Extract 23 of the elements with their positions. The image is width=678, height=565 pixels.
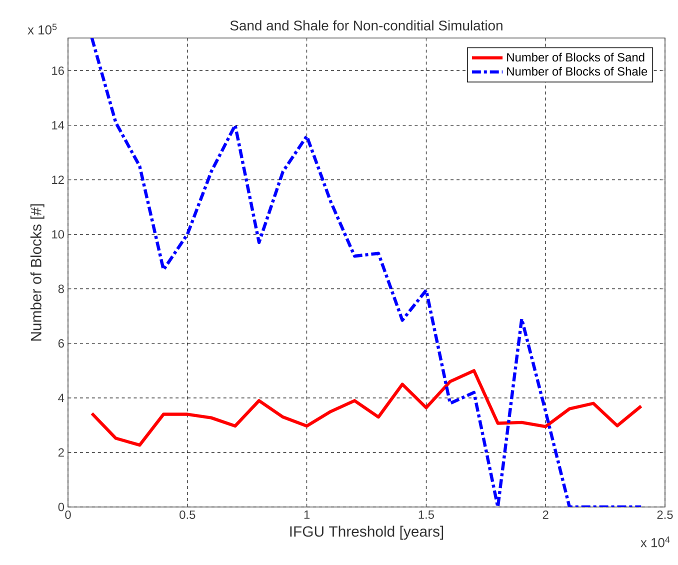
y-tick-label: 10 xyxy=(52,230,64,239)
y-tick-label: 4 xyxy=(58,394,64,402)
x-tick-label: 1 xyxy=(304,510,310,519)
y-tick-label: 6 xyxy=(58,339,64,348)
text: x 10$^{4}$ xyxy=(640,536,670,548)
legend-label: Number of Blocks of Sand xyxy=(507,52,644,62)
x-tick-label: 0.5 xyxy=(180,510,196,519)
line-series xyxy=(90,369,643,447)
y-tick-label: 8 xyxy=(58,284,64,294)
x-axis-title: IFGU Threshold [years] xyxy=(290,526,444,540)
y-tick-label: 2 xyxy=(58,448,64,457)
x-tick-label: 1.5 xyxy=(418,510,434,519)
y-tick-label: 14 xyxy=(52,121,64,130)
x-tick-label: 0 xyxy=(65,510,71,519)
text: x 10$^{5}$ xyxy=(28,24,57,34)
y-tick-label: 0 xyxy=(58,502,64,512)
x-tick-label: 2 xyxy=(542,510,548,519)
y-tick-label: 12 xyxy=(52,176,64,184)
legend-label: Number of Blocks of Shale xyxy=(507,66,648,76)
y-tick-label: 16 xyxy=(52,66,64,75)
x-tick-label: 2.5 xyxy=(657,510,673,519)
chart-title: Sand and Shale for Non-conditial Simulation xyxy=(230,20,502,30)
y-axis-title: Number of Blocks [#] xyxy=(30,204,44,341)
